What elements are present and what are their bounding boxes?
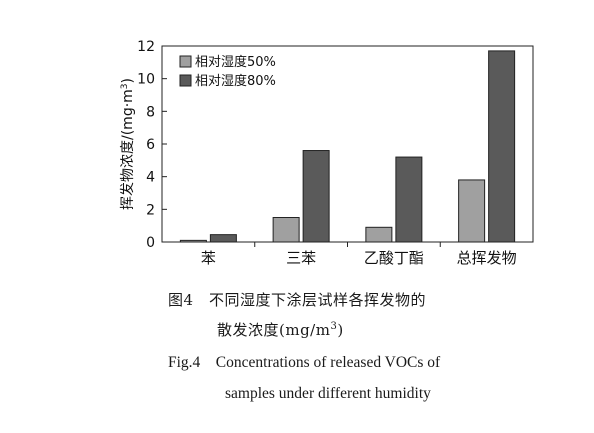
x-tick-label: 苯 [201,249,216,267]
bar-humidity-50-1 [272,217,300,243]
y-tick-label: 4 [146,170,155,186]
bar-chart: 0 2 4 6 8 10 12 苯 三苯 乙酸丁酯 总挥发物 相对湿度50% 相对湿度80% 挥发… [120,39,534,267]
x-tick-label: 总挥发物 [457,249,517,267]
figure-caption-en-line2: samples under different humidity [225,385,431,402]
y-tick-label: 10 [137,72,155,88]
bar-humidity-80-2 [395,156,423,243]
x-axis: 苯 三苯 乙酸丁酯 总挥发物 [201,242,517,267]
y-axis: 0 2 4 6 8 10 12 [137,39,167,251]
legend-label-50: 相对湿度50% [195,54,276,70]
figure-caption-cn-line2: 散发浓度(mg/m3) [217,321,344,339]
bar-humidity-50-3 [458,179,486,243]
bar-humidity-50-0 [179,239,207,243]
y-tick-label: 6 [146,137,155,153]
legend-swatch-50 [179,55,192,68]
figure-caption-cn-line1: 图4 不同湿度下涂层试样各挥发物的 [168,291,427,309]
bar-humidity-50-2 [365,226,393,243]
legend: 相对湿度50% 相对湿度80% [179,54,276,89]
figure-caption-en-line1: Fig.4 Concentrations of released VOCs of [168,354,441,371]
bar-humidity-80-1 [302,150,330,243]
y-axis-label: 挥发物浓度/(mg·m3) [120,78,136,210]
legend-swatch-80 [179,74,192,87]
y-tick-label: 12 [137,39,155,55]
bar-humidity-80-3 [488,50,516,243]
x-tick-label: 乙酸丁酯 [364,249,424,267]
caption-superscript: 3 [330,321,338,332]
y-tick-label: 0 [146,235,155,251]
y-tick-label: 8 [146,104,155,120]
legend-label-80: 相对湿度80% [195,73,276,89]
y-tick-label: 2 [146,202,155,218]
bar-humidity-80-0 [209,234,237,243]
bars [179,50,516,243]
x-tick-label: 三苯 [286,249,316,267]
y-axis-label-sup: 3 [120,83,130,89]
